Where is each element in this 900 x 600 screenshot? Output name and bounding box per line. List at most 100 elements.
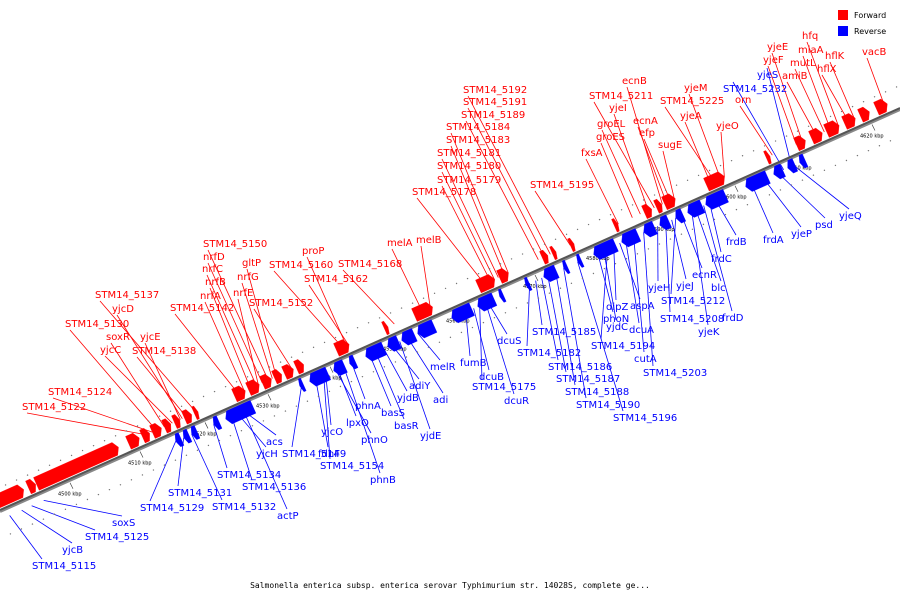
reverse-gene-arrow[interactable]	[307, 366, 331, 388]
reverse-gene-arrow[interactable]	[785, 158, 799, 174]
forward-gene-arrow[interactable]	[259, 372, 274, 390]
reverse-gene-arrow[interactable]	[703, 189, 729, 211]
forward-gene-label[interactable]: melA	[387, 238, 413, 249]
reverse-gene-label[interactable]: fdhF	[318, 449, 340, 460]
forward-gene-label[interactable]: hfq	[802, 31, 818, 42]
forward-gene-arrow[interactable]	[125, 432, 142, 450]
reverse-gene-arrow[interactable]	[449, 302, 475, 325]
reverse-gene-label[interactable]: STM14_5134	[217, 470, 281, 481]
forward-gene-label[interactable]: orn	[735, 95, 751, 106]
forward-gene-label[interactable]: STM14_5142	[170, 303, 234, 314]
forward-gene-label[interactable]: sugE	[658, 140, 682, 151]
forward-gene-label[interactable]: yjeA	[680, 111, 702, 122]
forward-gene-arrow[interactable]	[611, 218, 620, 233]
reverse-gene-label[interactable]: STM14_5194	[591, 341, 655, 352]
reverse-gene-label[interactable]: STM14_5175	[472, 382, 536, 393]
reverse-gene-label[interactable]: STM14_5125	[85, 532, 149, 543]
forward-gene-label[interactable]: STM14_5183	[446, 135, 510, 146]
forward-gene-arrow[interactable]	[149, 422, 164, 439]
reverse-gene-arrow[interactable]	[657, 214, 672, 232]
forward-gene-label[interactable]: miaA	[798, 45, 824, 56]
reverse-gene-label[interactable]: phnB	[370, 475, 396, 486]
forward-gene-label[interactable]: nrfA	[200, 291, 221, 302]
forward-gene-arrow[interactable]	[281, 363, 296, 380]
reverse-gene-arrow[interactable]	[347, 354, 359, 370]
forward-gene-arrow[interactable]	[381, 320, 390, 336]
reverse-gene-arrow[interactable]	[541, 264, 560, 283]
forward-gene-label[interactable]: yjeF	[763, 55, 784, 66]
forward-gene-label[interactable]: STM14_5162	[304, 274, 368, 285]
forward-gene-label[interactable]: yjeO	[716, 121, 739, 132]
forward-gene-arrow[interactable]	[181, 408, 194, 425]
reverse-gene-arrow[interactable]	[497, 288, 507, 303]
reverse-gene-label[interactable]: basS	[381, 408, 405, 419]
reverse-gene-arrow[interactable]	[223, 400, 257, 425]
forward-gene-label[interactable]: STM14_5195	[530, 180, 594, 191]
reverse-gene-arrow[interactable]	[619, 228, 642, 248]
forward-gene-label[interactable]: STM14_5184	[446, 122, 510, 133]
reverse-gene-label[interactable]: yjdB	[397, 393, 419, 404]
reverse-gene-arrow[interactable]	[181, 428, 193, 444]
reverse-gene-label[interactable]: frdD	[722, 313, 744, 324]
forward-gene-label[interactable]: mutL	[790, 58, 816, 69]
reverse-gene-arrow[interactable]	[685, 199, 706, 219]
forward-gene-label[interactable]: vacB	[862, 47, 887, 58]
forward-gene-arrow[interactable]	[293, 358, 306, 375]
forward-gene-label[interactable]: nrfB	[205, 277, 226, 288]
reverse-gene-label[interactable]: STM14_5212	[661, 296, 725, 307]
reverse-gene-label[interactable]: STM14_5187	[556, 374, 620, 385]
forward-gene-label[interactable]: STM14_5130	[65, 319, 129, 330]
reverse-gene-label[interactable]: STM14_5208	[660, 314, 724, 325]
forward-gene-label[interactable]: STM14_5189	[461, 110, 525, 121]
reverse-gene-label[interactable]: frdA	[763, 235, 784, 246]
forward-gene-arrow[interactable]	[641, 203, 654, 219]
forward-gene-arrow[interactable]	[231, 384, 248, 403]
forward-gene-label[interactable]: yjcE	[140, 332, 161, 343]
reverse-gene-label[interactable]: blc	[711, 283, 726, 294]
reverse-gene-label[interactable]: dipZ	[606, 302, 628, 313]
reverse-gene-arrow[interactable]	[297, 377, 307, 392]
forward-gene-arrow[interactable]	[475, 273, 497, 294]
reverse-gene-label[interactable]: frdC	[711, 254, 732, 265]
reverse-gene-label[interactable]: phnO	[361, 435, 388, 446]
forward-gene-label[interactable]: ecnB	[622, 76, 647, 87]
forward-gene-arrow[interactable]	[271, 368, 284, 385]
forward-gene-label[interactable]: STM14_5122	[22, 402, 86, 413]
reverse-gene-label[interactable]: yjeQ	[839, 211, 862, 222]
reverse-gene-label[interactable]: cutA	[634, 354, 657, 365]
forward-gene-arrow[interactable]	[823, 119, 841, 138]
forward-gene-arrow[interactable]	[333, 338, 351, 357]
forward-gene-label[interactable]: nrfE	[233, 288, 253, 299]
forward-gene-arrow[interactable]	[161, 417, 173, 434]
reverse-gene-label[interactable]: frdB	[726, 237, 747, 248]
forward-gene-label[interactable]: nrfG	[237, 272, 259, 283]
forward-gene-arrow[interactable]	[139, 427, 152, 444]
forward-gene-label[interactable]: STM14_5137	[95, 290, 159, 301]
forward-gene-arrow[interactable]	[539, 249, 550, 265]
reverse-gene-label[interactable]: STM14_5182	[517, 348, 581, 359]
forward-gene-label[interactable]: groES	[596, 132, 625, 143]
forward-gene-label[interactable]: yjeE	[767, 42, 788, 53]
forward-gene-label[interactable]: STM14_5124	[48, 387, 112, 398]
reverse-gene-label[interactable]: STM14_5190	[576, 400, 640, 411]
reverse-gene-label[interactable]: actP	[277, 511, 299, 522]
reverse-gene-label[interactable]: aspA	[630, 301, 655, 312]
reverse-gene-label[interactable]: ecnR	[692, 270, 717, 281]
forward-gene-label[interactable]: STM14_5180	[437, 161, 501, 172]
reverse-gene-label[interactable]: STM14_5196	[613, 413, 677, 424]
forward-gene-arrow[interactable]	[191, 405, 200, 420]
reverse-gene-label[interactable]: STM14_5232	[723, 84, 787, 95]
forward-gene-arrow[interactable]	[808, 126, 825, 145]
reverse-gene-arrow[interactable]	[743, 170, 771, 194]
reverse-gene-arrow[interactable]	[363, 341, 387, 363]
reverse-gene-label[interactable]: yjeJ	[676, 281, 694, 292]
reverse-gene-label[interactable]: STM14_5203	[643, 368, 707, 379]
forward-gene-label[interactable]: melB	[416, 235, 442, 246]
forward-gene-arrow[interactable]	[857, 105, 872, 123]
forward-gene-label[interactable]: amiB	[782, 71, 808, 82]
reverse-gene-label[interactable]: yjdC	[606, 322, 628, 333]
reverse-gene-label[interactable]: STM14_5115	[32, 561, 96, 572]
reverse-gene-label[interactable]: STM14_5129	[140, 503, 204, 514]
reverse-gene-label[interactable]: yjeK	[698, 327, 720, 338]
reverse-gene-arrow[interactable]	[331, 359, 348, 378]
